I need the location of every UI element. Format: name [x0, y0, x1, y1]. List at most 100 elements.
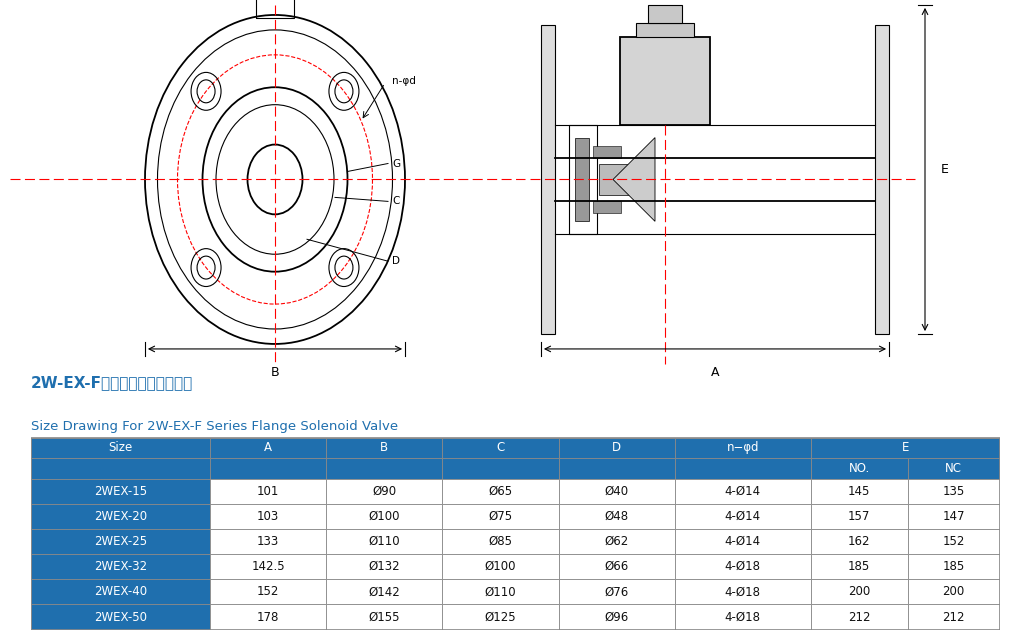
Bar — [598, 163, 648, 195]
Bar — [592, 202, 621, 213]
Bar — [326, 579, 442, 604]
Text: NO.: NO. — [848, 462, 869, 475]
Bar — [810, 529, 907, 554]
Text: Ø100: Ø100 — [484, 560, 516, 573]
Text: Ø75: Ø75 — [488, 510, 513, 523]
Bar — [675, 529, 810, 554]
Text: 4-Ø18: 4-Ø18 — [725, 611, 760, 623]
Text: A: A — [264, 441, 272, 455]
Text: n−φd: n−φd — [726, 441, 758, 455]
Bar — [442, 604, 558, 630]
Bar — [874, 25, 889, 334]
Bar — [558, 438, 675, 458]
Bar — [675, 458, 810, 478]
Text: Ø76: Ø76 — [604, 585, 629, 598]
Text: 178: 178 — [257, 611, 279, 623]
Text: 162: 162 — [847, 535, 869, 548]
Text: Size Drawing For 2W-EX-F Series Flange Solenoid Valve: Size Drawing For 2W-EX-F Series Flange S… — [31, 420, 397, 432]
Text: C: C — [496, 441, 504, 455]
Text: B: B — [270, 366, 279, 379]
Text: 135: 135 — [942, 485, 964, 497]
Text: Ø66: Ø66 — [604, 560, 629, 573]
Bar — [31, 604, 210, 630]
Bar — [810, 478, 907, 504]
Bar — [210, 478, 326, 504]
Text: D: D — [611, 441, 621, 455]
Text: Size: Size — [108, 441, 132, 455]
Text: 212: 212 — [942, 611, 964, 623]
Text: A: A — [710, 366, 718, 379]
Bar — [540, 25, 554, 334]
Bar — [326, 478, 442, 504]
Bar — [256, 0, 293, 18]
Text: 157: 157 — [847, 510, 869, 523]
Bar — [326, 529, 442, 554]
Bar — [31, 458, 210, 478]
Text: 2WEX-40: 2WEX-40 — [94, 585, 147, 598]
Bar — [442, 529, 558, 554]
Bar — [558, 554, 675, 579]
Bar — [810, 554, 907, 579]
Bar — [907, 478, 999, 504]
Text: 103: 103 — [257, 510, 279, 523]
Bar — [907, 458, 999, 478]
Text: Ø142: Ø142 — [368, 585, 399, 598]
Bar — [575, 137, 588, 221]
Bar — [647, 5, 682, 23]
Text: 185: 185 — [847, 560, 869, 573]
Bar — [326, 604, 442, 630]
Text: 2WEX-20: 2WEX-20 — [94, 510, 147, 523]
Bar — [210, 554, 326, 579]
Text: Ø62: Ø62 — [604, 535, 629, 548]
Text: 200: 200 — [847, 585, 869, 598]
Bar — [31, 529, 210, 554]
Bar — [675, 604, 810, 630]
Bar — [592, 146, 621, 158]
Bar — [558, 478, 675, 504]
Bar — [907, 504, 999, 529]
Bar — [810, 458, 907, 478]
Bar — [558, 604, 675, 630]
Text: 142.5: 142.5 — [251, 560, 284, 573]
Bar — [558, 458, 675, 478]
Text: Ø110: Ø110 — [484, 585, 516, 598]
Text: Ø65: Ø65 — [488, 485, 513, 497]
Text: 4-Ø18: 4-Ø18 — [725, 585, 760, 598]
Bar — [326, 458, 442, 478]
Text: Ø90: Ø90 — [372, 485, 396, 497]
Bar — [675, 579, 810, 604]
Bar — [31, 579, 210, 604]
Text: Ø40: Ø40 — [604, 485, 629, 497]
Bar — [442, 504, 558, 529]
Text: 2WEX-50: 2WEX-50 — [94, 611, 147, 623]
Bar — [210, 438, 326, 458]
Bar — [675, 438, 810, 458]
Bar — [442, 554, 558, 579]
Bar — [810, 579, 907, 604]
Bar — [326, 504, 442, 529]
Bar — [210, 504, 326, 529]
Bar — [907, 579, 999, 604]
Bar — [620, 37, 709, 125]
Text: 145: 145 — [847, 485, 869, 497]
Bar — [558, 504, 675, 529]
Text: E: E — [941, 163, 948, 176]
Bar — [810, 504, 907, 529]
Text: 147: 147 — [942, 510, 964, 523]
Text: 152: 152 — [257, 585, 279, 598]
Text: 212: 212 — [847, 611, 869, 623]
Bar — [442, 458, 558, 478]
Bar — [675, 478, 810, 504]
Text: 200: 200 — [942, 585, 964, 598]
Text: 2W-EX-F系列法兰电磁阀尺寸图: 2W-EX-F系列法兰电磁阀尺寸图 — [31, 375, 193, 391]
Bar — [907, 554, 999, 579]
Text: Ø155: Ø155 — [368, 611, 399, 623]
Text: 4-Ø14: 4-Ø14 — [725, 535, 760, 548]
Bar — [810, 604, 907, 630]
Text: 2WEX-32: 2WEX-32 — [94, 560, 147, 573]
Bar — [210, 579, 326, 604]
Bar — [210, 529, 326, 554]
Bar — [31, 478, 210, 504]
Text: C: C — [391, 197, 399, 207]
Text: Ø110: Ø110 — [368, 535, 399, 548]
